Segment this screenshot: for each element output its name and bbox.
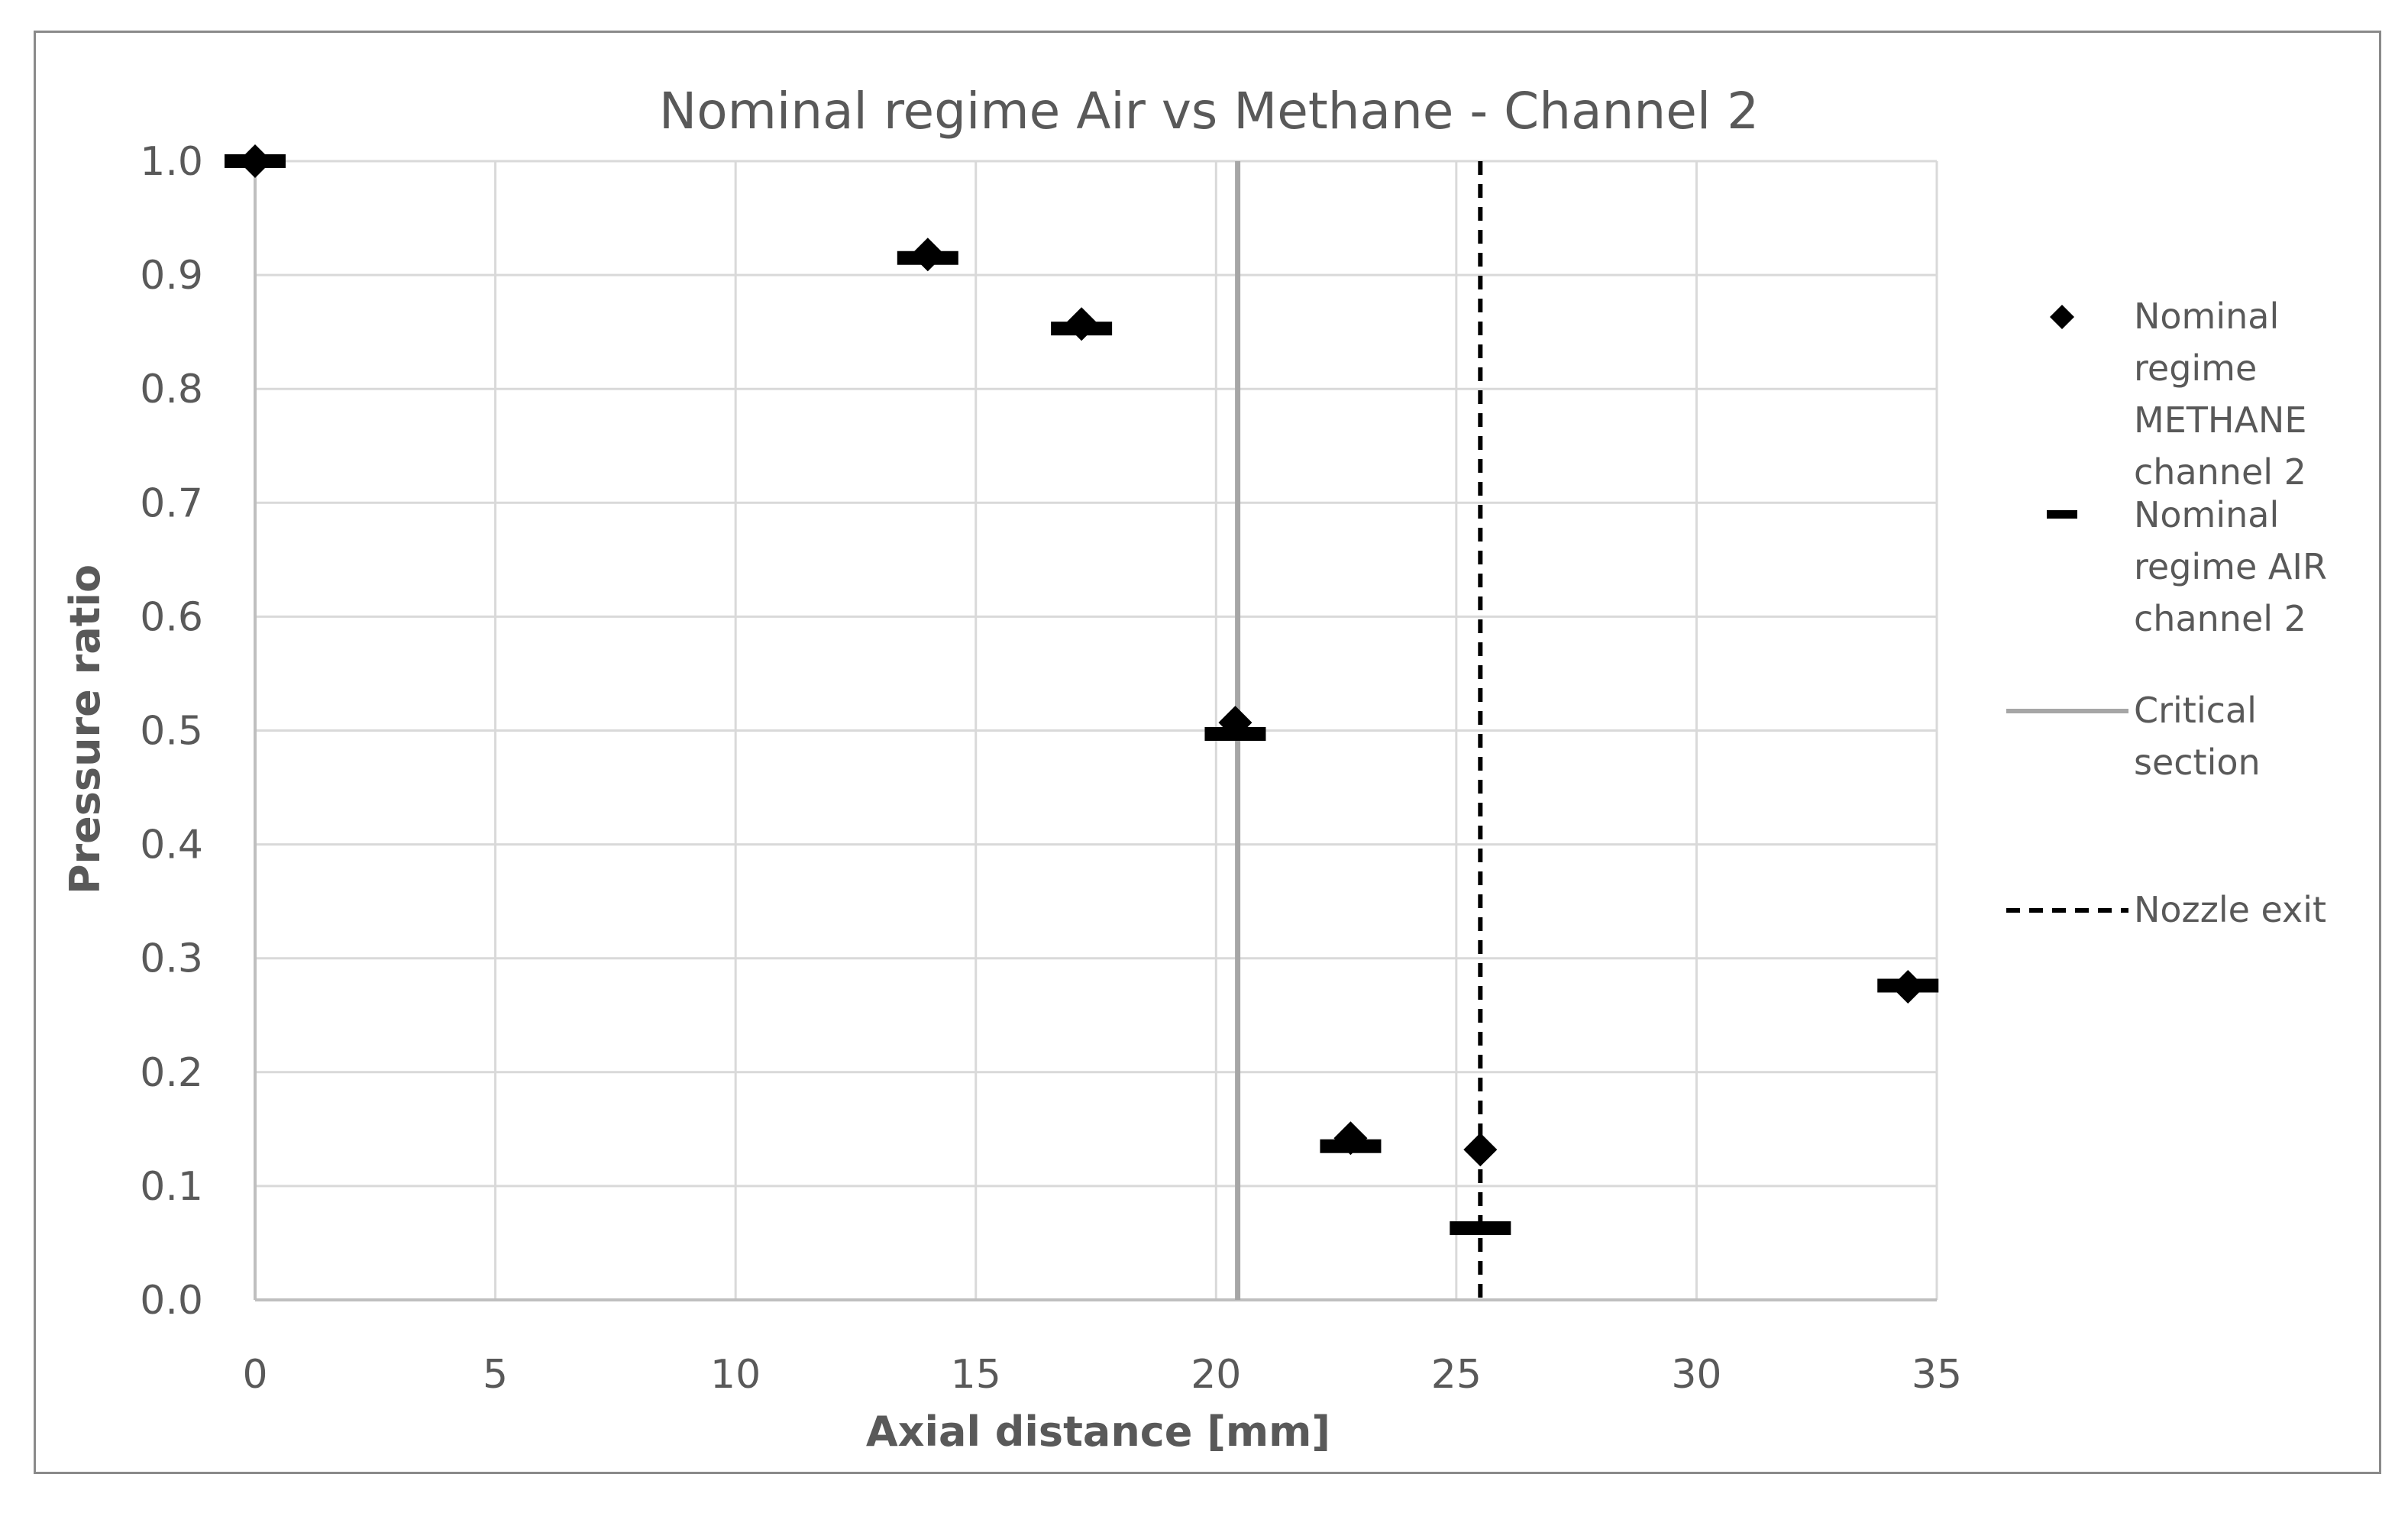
methane-diamond-marker: [1218, 706, 1252, 740]
methane-diamond-marker: [1333, 1121, 1368, 1156]
y-tick-label: 0.4: [140, 823, 203, 868]
legend-label-nozzle: Nozzle exit: [2134, 889, 2326, 930]
x-tick-label: 35: [1912, 1352, 1962, 1398]
methane-diamond-marker: [1891, 969, 1925, 1004]
legend-label-methane: regime: [2134, 348, 2257, 389]
legend-label-critical: section: [2134, 742, 2261, 783]
x-tick-label: 20: [1191, 1352, 1241, 1398]
y-tick-label: 0.5: [140, 709, 203, 755]
data-marks: [225, 144, 1939, 1236]
y-tick-label: 0.1: [140, 1164, 203, 1210]
x-tick-label: 25: [1431, 1352, 1482, 1398]
legend-label-critical: Critical: [2134, 690, 2257, 731]
tick-labels: 0 5 10 15 20 25 30 35 0.0 0.1 0.2 0.3 0.4 0.5 0.6 0.7 0.…: [140, 139, 1962, 1398]
y-tick-label: 0.0: [140, 1278, 203, 1324]
y-tick-label: 0.8: [140, 367, 203, 412]
x-tick-label: 0: [242, 1352, 267, 1398]
y-tick-label: 0.3: [140, 936, 203, 982]
legend-label-air: regime AIR: [2134, 546, 2327, 587]
legend-dash-icon: [2047, 510, 2077, 519]
y-tick-label: 0.2: [140, 1050, 203, 1096]
legend-label-methane: METHANE: [2134, 399, 2306, 441]
methane-diamond-marker: [1463, 1133, 1498, 1167]
legend-label-methane: channel 2: [2134, 451, 2306, 493]
y-tick-label: 0.6: [140, 594, 203, 640]
y-axis-label: Pressure ratio: [61, 564, 109, 894]
x-tick-label: 15: [951, 1352, 1001, 1398]
x-tick-label: 30: [1671, 1352, 1721, 1398]
grid: [255, 160, 1938, 1300]
legend-label-air: channel 2: [2134, 598, 2306, 639]
legend-label-air: Nominal: [2134, 494, 2279, 535]
y-tick-label: 0.9: [140, 253, 203, 299]
air-dash-marker: [1450, 1221, 1511, 1236]
legend-diamond-icon: [2050, 305, 2074, 329]
legend-label-methane: Nominal: [2134, 296, 2279, 337]
y-tick-label: 0.7: [140, 480, 203, 526]
methane-diamond-marker: [238, 144, 272, 178]
chart-title: Nominal regime Air vs Methane - Channel …: [659, 82, 1759, 141]
x-axis-label: Axial distance [mm]: [866, 1408, 1330, 1456]
y-tick-label: 1.0: [140, 139, 203, 185]
chart-frame: [34, 31, 2381, 1474]
methane-diamond-marker: [910, 238, 945, 272]
x-tick-label: 10: [710, 1352, 761, 1398]
methane-diamond-marker: [1065, 307, 1099, 341]
x-tick-label: 5: [483, 1352, 508, 1398]
